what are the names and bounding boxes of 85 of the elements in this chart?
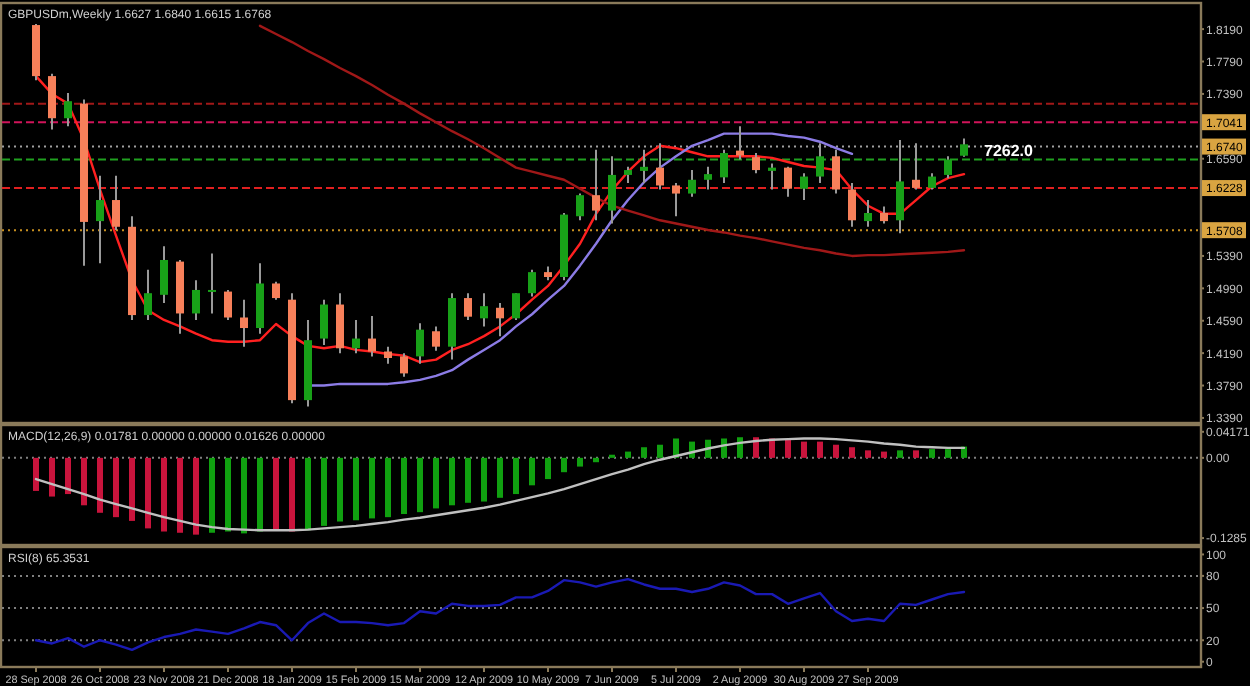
bar [433,457,439,509]
bar [753,437,759,458]
candlestick [512,292,520,321]
bar [545,457,551,480]
candlestick [480,292,488,328]
bar [289,457,295,532]
bar [817,441,823,458]
candlestick [208,252,216,315]
candlestick [432,325,440,352]
candlestick [160,245,168,304]
bar [65,457,71,495]
candlestick [224,288,232,321]
bar [641,447,647,458]
bar [305,457,311,531]
bar [161,457,167,532]
bar [241,457,247,534]
bar [273,457,279,531]
candlestick [864,199,872,228]
candlestick [320,298,328,347]
candlestick [352,318,360,355]
bar [401,457,407,515]
bar [353,457,359,521]
bar [497,457,503,498]
candlestick [464,292,472,321]
candlestick [240,298,248,348]
bar [625,451,631,458]
candlestick [192,279,200,321]
bar [369,457,375,519]
candlestick [64,92,72,128]
bar [801,441,807,458]
candlestick [704,165,712,191]
candlestick [784,165,792,198]
bar [593,457,599,463]
bar [193,457,199,535]
bar [113,457,119,518]
candlestick [576,192,584,222]
candlestick [48,72,56,131]
bar [465,457,471,503]
candlestick [400,352,408,378]
bar [81,457,87,506]
bar [529,457,535,486]
bar [321,457,327,526]
bar [657,444,663,458]
candlestick [528,268,536,298]
candlestick [672,182,680,218]
candlestick [752,152,760,175]
bar [145,457,151,529]
candlestick [112,174,120,232]
bar [945,449,951,458]
candlestick [96,174,104,265]
bar [849,447,855,458]
bar [929,449,935,458]
bar [785,439,791,458]
bar [177,457,183,533]
bar [833,444,839,458]
line-series [34,577,966,652]
bar [881,451,887,458]
bar [257,457,263,532]
bar [449,457,455,506]
bar [897,450,903,458]
candlestick [416,322,424,365]
bar [913,450,919,458]
candlestick [496,301,504,338]
bar [481,457,487,502]
bar [209,457,215,533]
bar [561,457,567,473]
bar [225,457,231,532]
annotation: 7262.0 [984,141,1035,160]
candlestick [800,172,808,202]
bar [513,457,519,495]
candlestick [336,292,344,355]
bar [33,457,39,491]
bar [417,457,423,513]
bar [337,457,343,522]
bar [865,450,871,458]
bar [577,457,583,467]
candlestick [368,314,376,358]
bar [129,457,135,521]
bar [385,457,391,518]
candlestick [688,169,696,198]
candlestick [848,182,856,228]
bar [49,457,55,497]
candlestick [256,262,264,335]
candlestick [144,268,152,321]
bar [97,457,103,513]
